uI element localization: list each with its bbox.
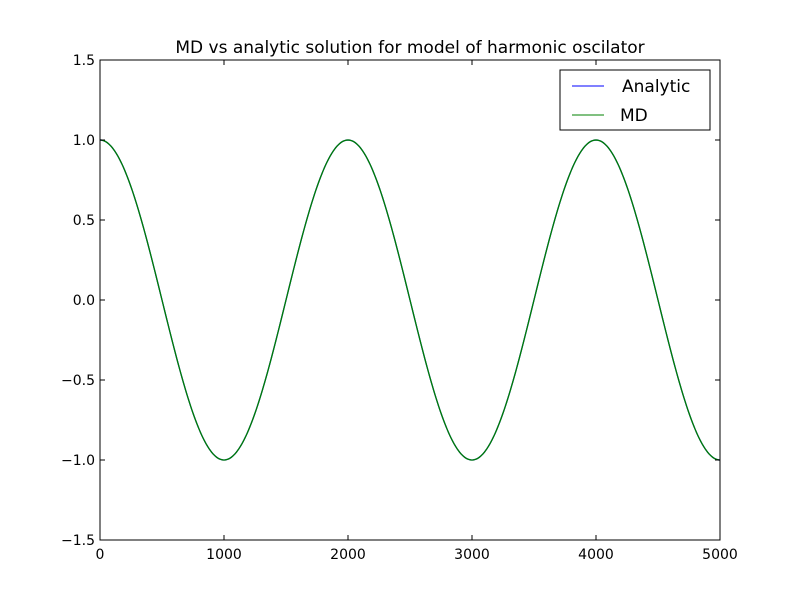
x-tick-label: 0 [96,547,105,563]
y-tick-label: −0.5 [61,373,95,389]
series-layer [99,139,721,461]
y-tick-label: 1.5 [73,53,95,69]
y-tick-label: 0.5 [73,213,95,229]
legend-box [559,69,711,131]
x-tick-label: 5000 [702,547,738,563]
ticks-layer: 0 1000 2000 3000 4000 5000 1.5 1.0 0.5 0.0 −0.5 −1.… [61,53,738,563]
x-tick-label: 3000 [454,547,490,563]
y-tick-label: −1.5 [61,533,95,549]
y-tick-label: 1.0 [73,133,95,149]
x-tick-label: 1000 [206,547,242,563]
legend-label-analytic: Analytic [622,77,690,97]
x-tick-label: 4000 [578,547,614,563]
x-tick-label: 2000 [330,547,366,563]
y-tick-label: −1.0 [61,453,95,469]
legend: Analytic MD [559,69,711,131]
legend-label-md: MD [620,106,648,126]
chart-title: MD vs analytic solution for model of har… [175,38,644,58]
series-line-md [99,139,721,461]
y-tick-label: 0.0 [73,293,95,309]
